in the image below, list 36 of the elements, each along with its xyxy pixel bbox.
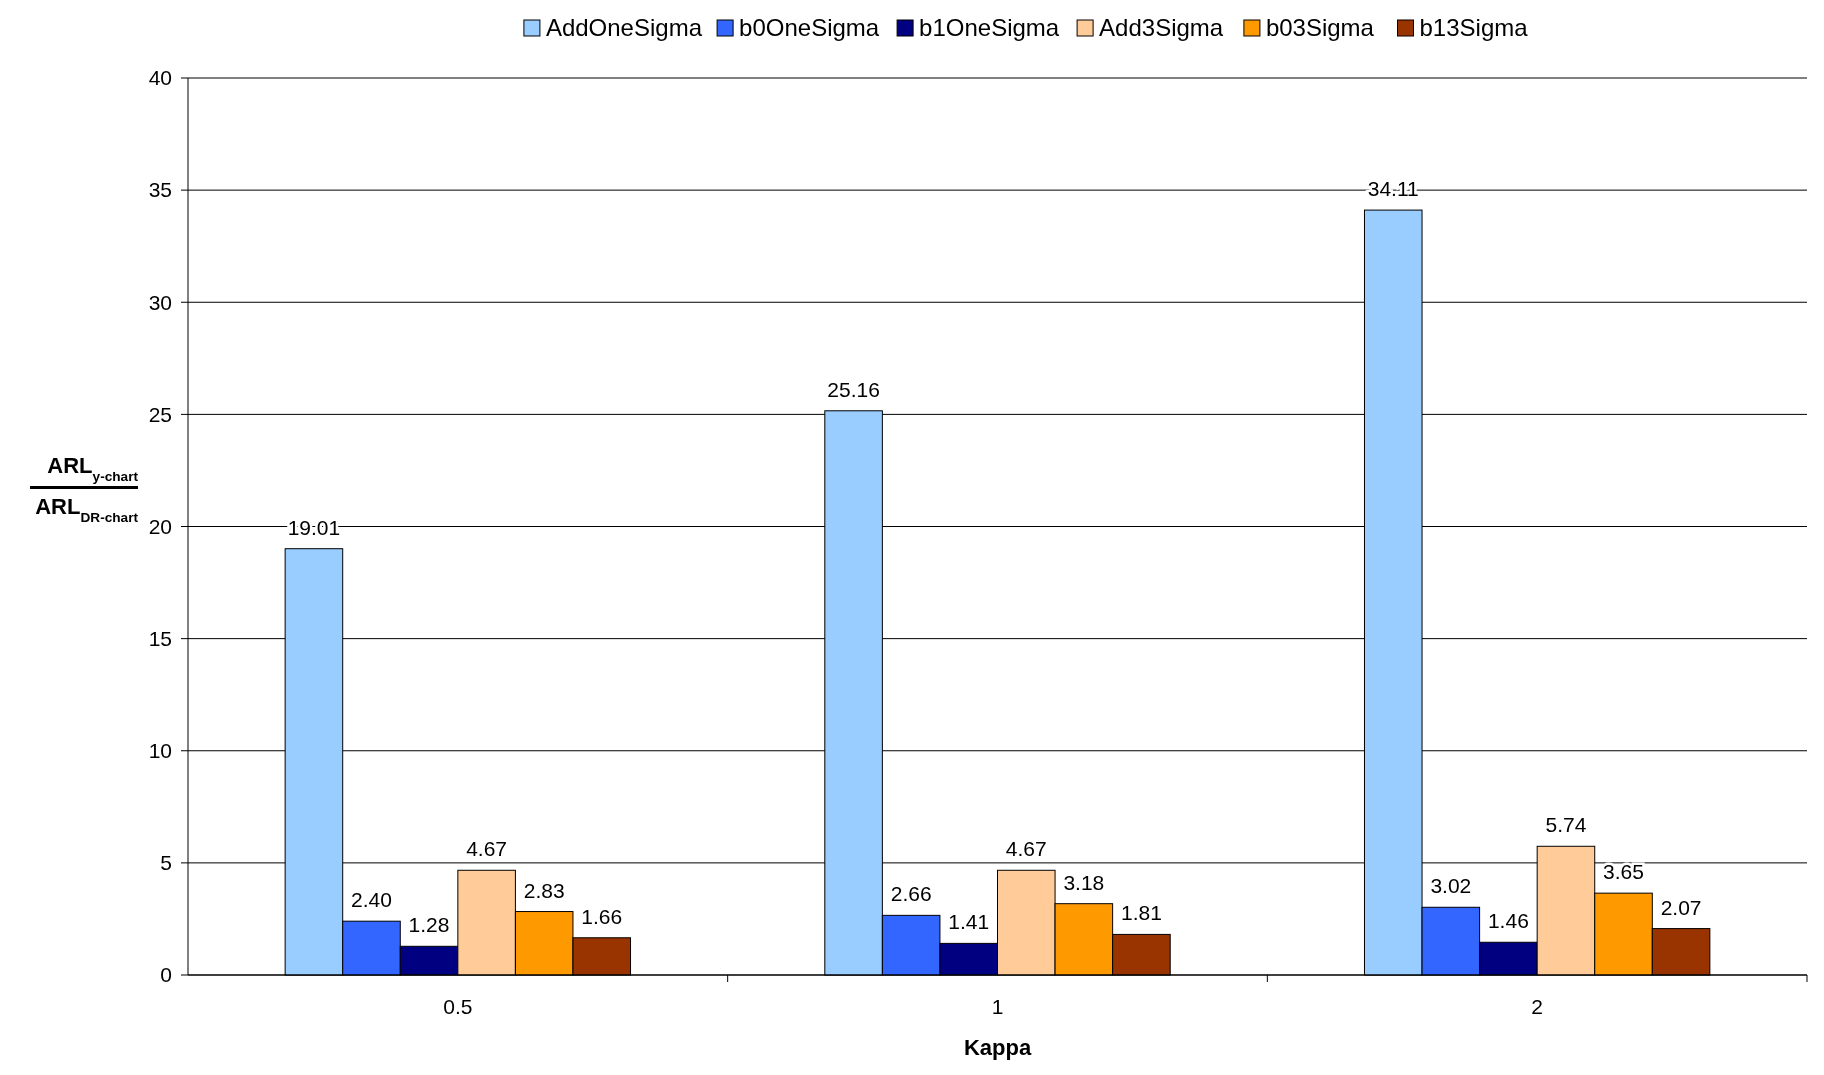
y-tick-label: 25: [148, 402, 172, 426]
legend-label: AddOneSigma: [545, 14, 703, 42]
y-tick-label: 20: [148, 514, 172, 538]
y-tick-label: 30: [148, 290, 172, 314]
x-tick-label: 1: [991, 995, 1004, 1018]
text: 3.02: [1430, 874, 1472, 898]
x-tick-label: 0.5: [443, 995, 473, 1018]
text: 5.74: [1545, 813, 1587, 837]
text: 2.66: [890, 882, 932, 906]
text: 2.07: [1660, 895, 1702, 919]
y-tick-label: 0: [160, 963, 172, 987]
legend-label: b03Sigma: [1265, 14, 1375, 42]
y-tick-label: 10: [148, 739, 172, 763]
text: 1.28: [408, 913, 450, 937]
text: 1.66: [581, 904, 623, 928]
text: 25.16: [827, 377, 880, 401]
text: 4.67: [1005, 837, 1047, 861]
text: 3.65: [1603, 860, 1644, 884]
legend-label: b13Sigma: [1419, 14, 1529, 42]
y-tick-label: 5: [160, 851, 172, 875]
text: 2.83: [523, 878, 565, 902]
x-tick-label: 2: [1531, 995, 1544, 1018]
legend-label: b0OneSigma: [739, 14, 880, 42]
y-tick-label: 35: [148, 178, 172, 202]
text: 1.41: [948, 910, 990, 934]
y-tick-label: 40: [148, 66, 172, 90]
x-axis-title: Kappa: [963, 1035, 1032, 1060]
text: 4.67: [466, 837, 508, 861]
text: 1.46: [1487, 909, 1529, 933]
y-axis-title: ARL$_{y-chart}$ ARL$_{DR-chart}$: [35, 452, 139, 524]
text: 2.40: [351, 888, 392, 912]
text: 1.81: [1120, 901, 1162, 925]
y-tick-label: 15: [148, 626, 172, 650]
legend-label: Add3Sigma: [1099, 14, 1224, 42]
legend-label: b1OneSigma: [919, 14, 1060, 42]
text: 3.18: [1063, 870, 1105, 894]
